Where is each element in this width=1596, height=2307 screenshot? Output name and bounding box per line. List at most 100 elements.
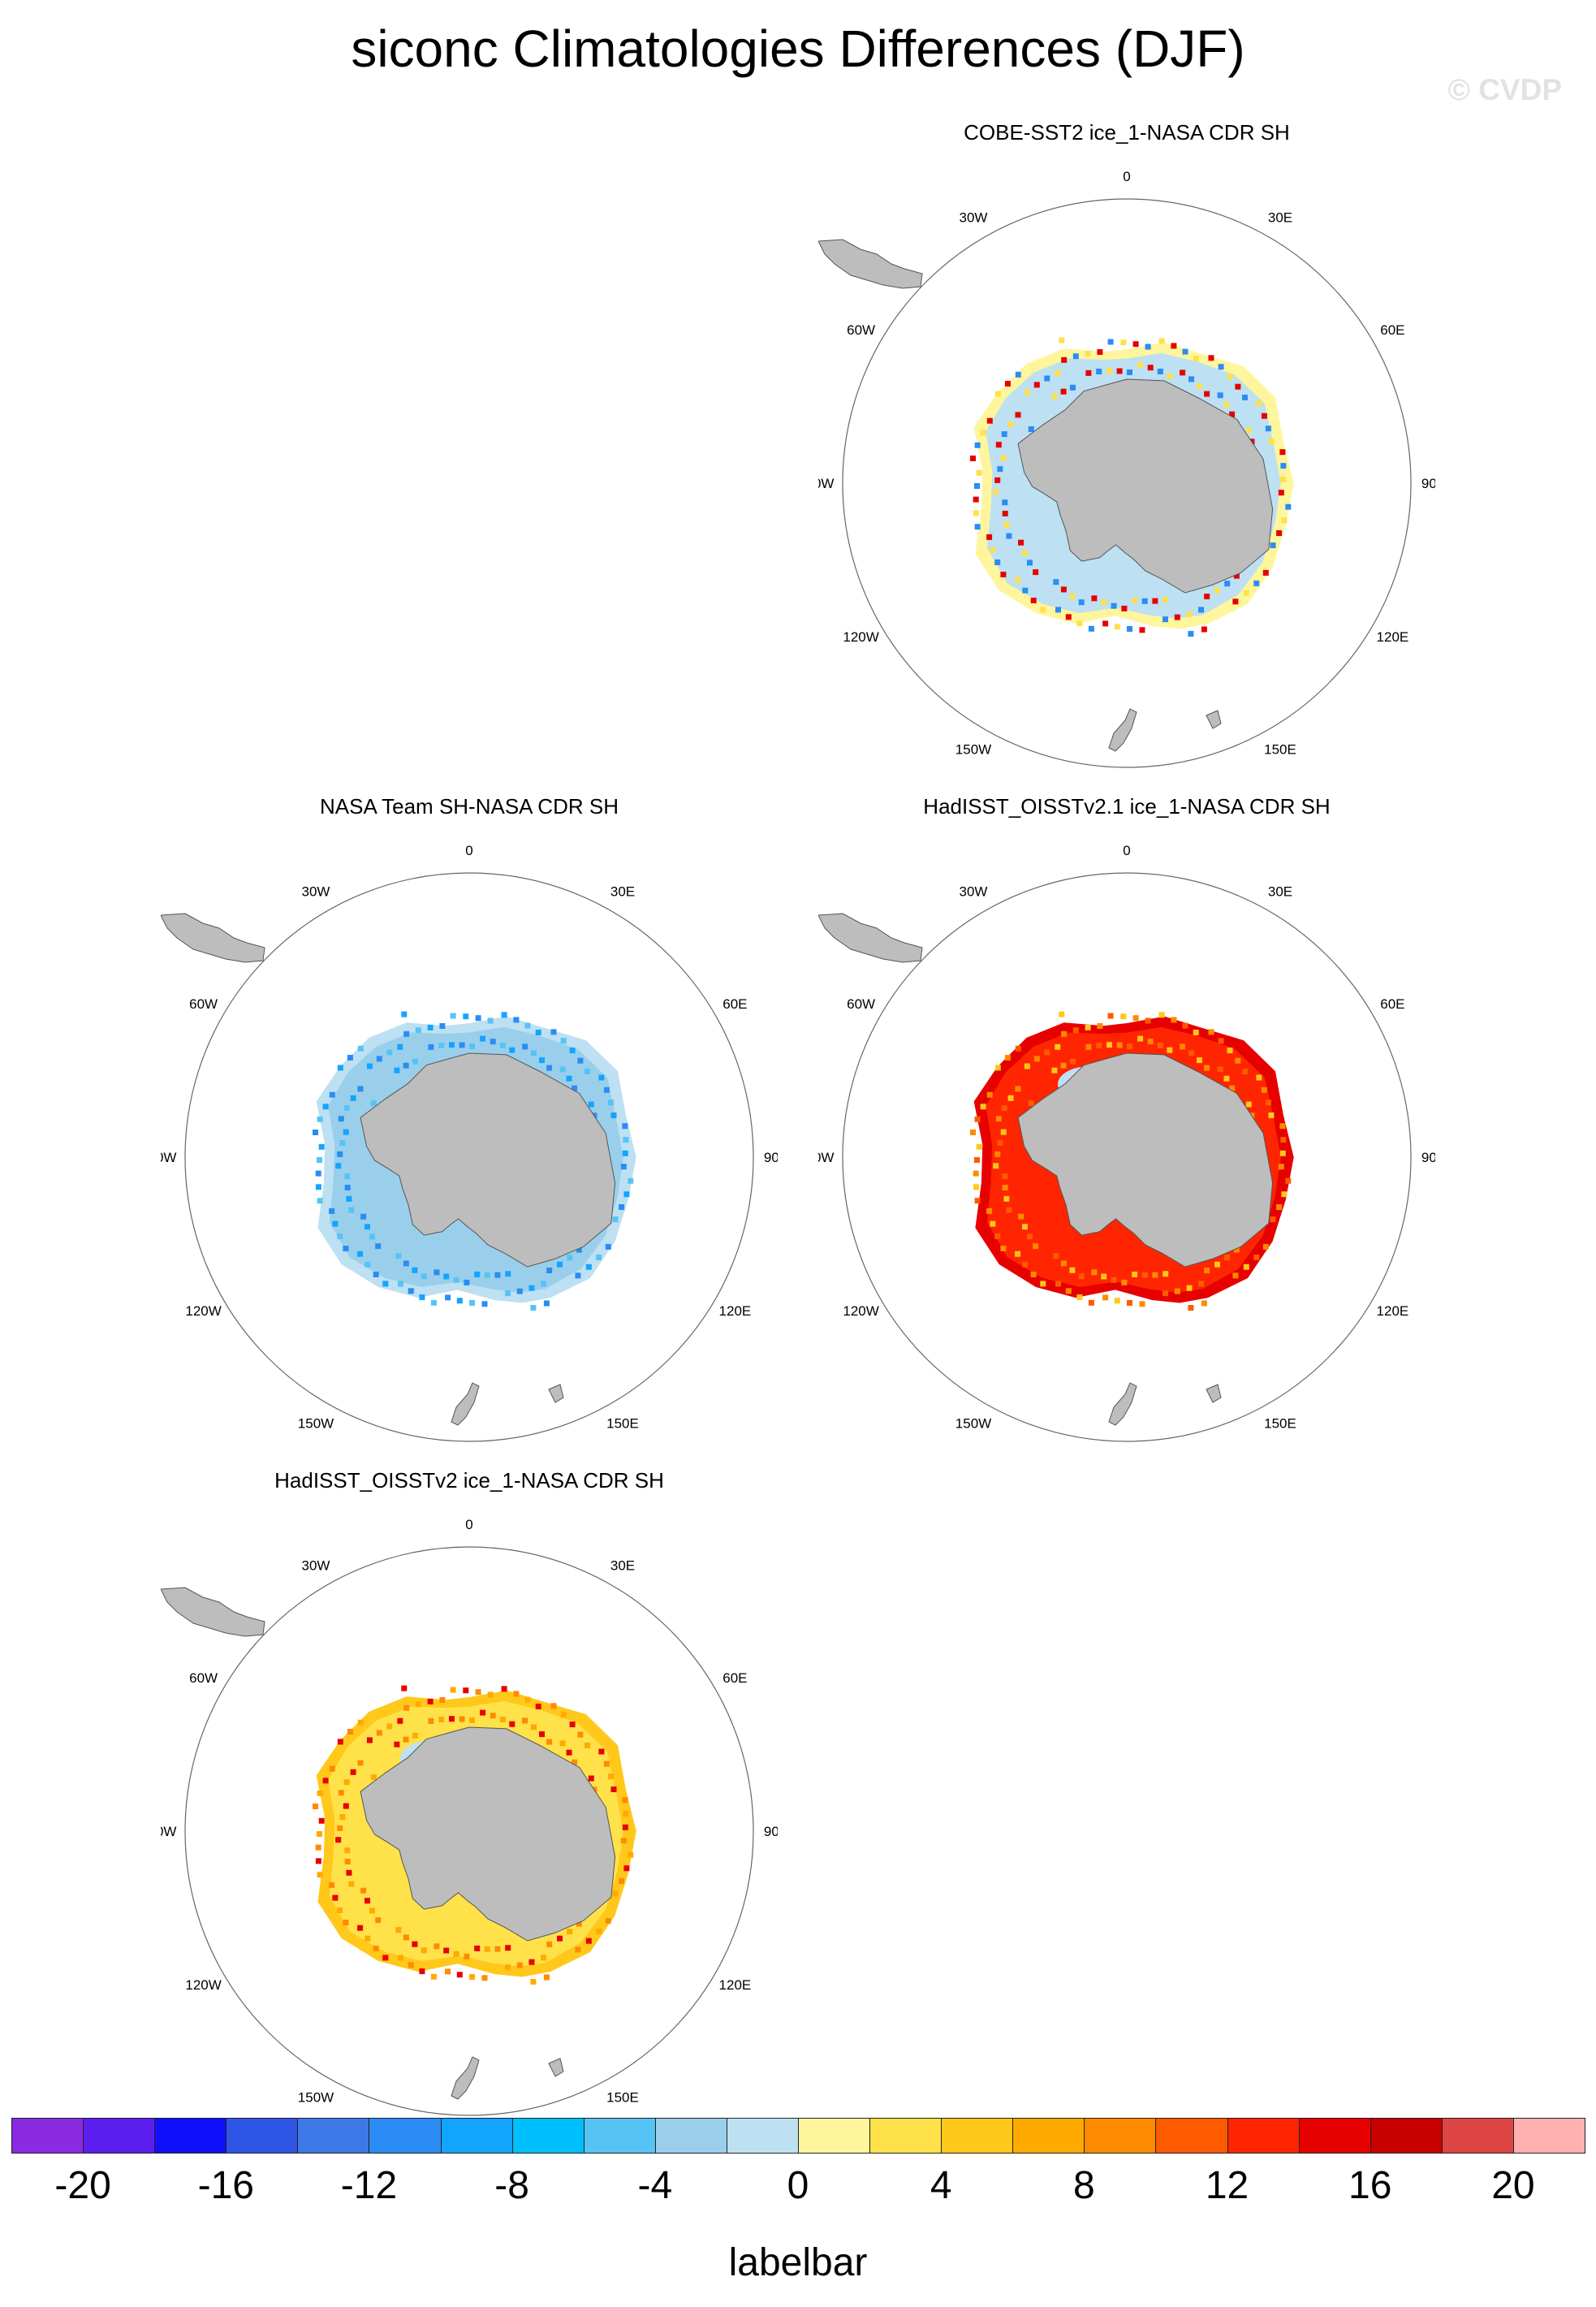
landmass (818, 239, 1274, 752)
longitude-label: 120W (843, 629, 878, 645)
labelbar-box (1227, 2118, 1300, 2154)
labelbar-box (297, 2118, 370, 2154)
longitude-label: 150E (606, 1415, 639, 1431)
longitude-label: 30E (610, 884, 635, 900)
labelbar-box (941, 2118, 1014, 2154)
labelbar-box (1012, 2118, 1085, 2154)
panel-hadisst-oisstv2-1: HadISST_OISSTv2.1 ice_1-NASA CDR SH 0 30E… (818, 792, 1435, 1458)
labelbar-tick-label: 4 (930, 2164, 952, 2207)
longitude-label: 30W (960, 884, 988, 900)
longitude-label: 180 (458, 1457, 481, 1458)
labelbar-box (798, 2118, 871, 2154)
labelbar-tick-label: 16 (1348, 2164, 1392, 2207)
longitude-label: 60E (723, 996, 747, 1012)
longitude-label: 150W (955, 1415, 991, 1431)
labelbar-box (1298, 2118, 1371, 2154)
longitude-label: 30W (302, 884, 330, 900)
labelbar-box (154, 2118, 227, 2154)
panel-title: HadISST_OISSTv2 ice_1-NASA CDR SH (274, 1468, 664, 1493)
labelbar-tick-label: -8 (494, 2164, 529, 2207)
labelbar-box (83, 2118, 156, 2154)
labelbar-title: labelbar (728, 2241, 868, 2284)
panel-title: NASA Team SH-NASA CDR SH (320, 794, 619, 819)
longitude-label: 60W (847, 322, 875, 338)
panel-title: HadISST_OISSTv2.1 ice_1-NASA CDR SH (923, 794, 1331, 819)
labelbar-tick-label: 20 (1491, 2164, 1535, 2207)
longitude-label: 90E (1421, 476, 1435, 491)
longitude-label: 90E (1421, 1150, 1435, 1165)
labelbar-tick-label: 8 (1073, 2164, 1095, 2207)
longitude-label: 150E (606, 2089, 639, 2105)
labelbar-box (511, 2118, 584, 2154)
figure-title: siconc Climatologies Differences (DJF) (351, 19, 1245, 78)
panel-title: COBE-SST2 ice_1-NASA CDR SH (964, 120, 1290, 145)
labelbar-tick-label: -16 (197, 2164, 254, 2207)
labelbar-box (1512, 2118, 1585, 2154)
labelbar-box (583, 2118, 656, 2154)
panel-nasa-team: NASA Team SH-NASA CDR SH 0 30E 60E 90E 120E 1… (161, 792, 778, 1458)
labelbar-box (11, 2118, 84, 2154)
polar-stereo-map: 0 30E 60E 90E 120E 150E 180 150W 120W 90W 60W 30W (161, 843, 778, 1458)
polar-stereo-map: 0 30E 60E 90E 120E 150E 180 150W 120W 90W 60W 30W (818, 843, 1435, 1458)
longitude-label: 30E (1268, 884, 1292, 900)
labelbar-box (226, 2118, 299, 2154)
landmass (161, 1587, 616, 2100)
longitude-label: 120E (1377, 629, 1409, 645)
landmass (161, 913, 616, 1426)
longitude-label: 60E (1380, 322, 1404, 338)
longitude-label: 150W (298, 2089, 334, 2105)
labelbar-box (369, 2118, 442, 2154)
longitude-label: 0 (1123, 843, 1130, 858)
longitude-label: 60W (847, 996, 875, 1012)
labelbar-tick-label: -20 (54, 2164, 111, 2207)
labelbar-box (1155, 2118, 1228, 2154)
longitude-label: 60W (189, 1670, 218, 1686)
longitude-label: 150W (298, 1415, 334, 1431)
longitude-label: 90E (764, 1824, 778, 1839)
longitude-label: 180 (1115, 783, 1138, 784)
labelbar-box (869, 2118, 943, 2154)
polar-stereo-map: 030E60E90E120E150E180150W120W90W60W30W (161, 1517, 778, 2132)
longitude-label: 150E (1264, 1415, 1296, 1431)
longitude-label: 30W (960, 210, 988, 226)
cvdp-watermark: © CVDP (1447, 73, 1562, 106)
longitude-label: 60W (189, 996, 218, 1012)
labelbar-tick-label: -4 (637, 2164, 673, 2207)
longitude-label: 90W (161, 1150, 176, 1165)
longitude-label: 150W (955, 741, 991, 757)
longitude-label: 120W (185, 1303, 221, 1319)
longitude-label: 120W (843, 1303, 878, 1319)
polar-stereo-map: 0 30E 60E 90E 120E 150E 180 150W 120W 90W 60W 30W (818, 169, 1435, 784)
longitude-label: 120E (719, 1977, 752, 1993)
longitude-label: 90E (764, 1150, 778, 1165)
longitude-label: 0 (1123, 169, 1130, 184)
longitude-label: 180 (1115, 1457, 1138, 1458)
longitude-label: 90W (818, 1150, 834, 1165)
labelbar-box (440, 2118, 513, 2154)
longitude-label: 30E (610, 1558, 635, 1574)
labelbar-box (1441, 2118, 1514, 2154)
longitude-label: 60E (723, 1670, 747, 1686)
longitude-label: 0 (465, 1517, 472, 1532)
longitude-label: 120E (719, 1303, 752, 1319)
longitude-label: 90W (161, 1824, 176, 1839)
color-labelbar (11, 2118, 1585, 2154)
labelbar-box (726, 2118, 799, 2154)
panel-cobe-sst2: COBE-SST2 ice_1-NASA CDR SH 0 30E 60E 90E 12… (818, 118, 1435, 784)
labelbar-box (654, 2118, 727, 2154)
panel-hadisst-oisstv2: HadISST_OISSTv2 ice_1-NASA CDR SH 0 30E 60… (161, 1466, 778, 2132)
labelbar-tick-label: 12 (1205, 2164, 1249, 2207)
longitude-label: 30W (302, 1558, 330, 1574)
longitude-label: 60E (1380, 996, 1404, 1012)
labelbar-box (1084, 2118, 1157, 2154)
longitude-label: 120E (1377, 1303, 1409, 1319)
longitude-label: 150E (1264, 741, 1296, 757)
labelbar-tick-label: -12 (340, 2164, 398, 2207)
labelbar-tick-label: 0 (787, 2164, 809, 2207)
longitude-label: 30E (1268, 210, 1292, 226)
landmass (818, 913, 1274, 1426)
longitude-label: 120W (185, 1977, 221, 1993)
labelbar-box (1370, 2118, 1443, 2154)
longitude-label: 0 (465, 843, 472, 858)
longitude-label: 90W (818, 476, 834, 491)
